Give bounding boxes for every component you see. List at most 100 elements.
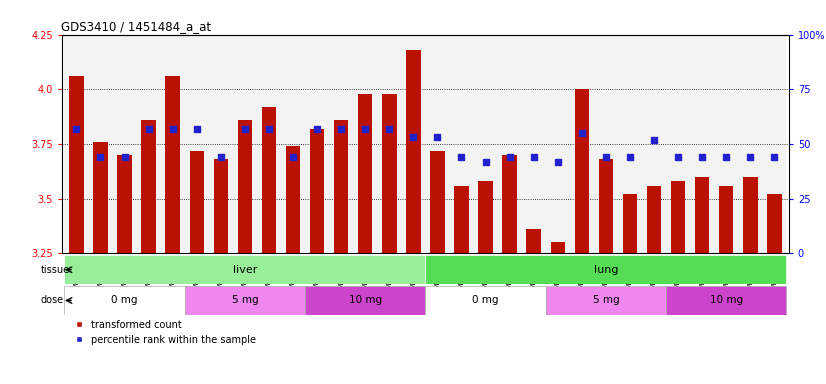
Text: GDS3410 / 1451484_a_at: GDS3410 / 1451484_a_at (61, 20, 211, 33)
Text: 5 mg: 5 mg (231, 295, 259, 306)
Bar (112, 35, 136, 253)
Bar (214, 159, 228, 253)
Point (358, 126, 372, 132)
Bar (666, 35, 691, 253)
Point (575, 130, 588, 136)
Bar (64, 255, 425, 284)
Bar (185, 286, 305, 315)
Bar (310, 129, 325, 253)
Bar (546, 35, 570, 253)
Bar (189, 151, 204, 253)
Bar (64, 286, 185, 315)
Legend: transformed count, percentile rank within the sample: transformed count, percentile rank withi… (75, 320, 255, 344)
Point (214, 154, 227, 160)
Bar (454, 185, 468, 253)
Bar (281, 35, 305, 253)
Bar (238, 120, 252, 253)
Point (479, 159, 492, 165)
Point (287, 154, 300, 160)
Point (648, 137, 661, 143)
Bar (497, 35, 522, 253)
Text: 5 mg: 5 mg (592, 295, 620, 306)
Bar (642, 35, 666, 253)
Bar (425, 35, 449, 253)
Text: lung: lung (594, 265, 618, 275)
Bar (286, 146, 300, 253)
Text: liver: liver (233, 265, 257, 275)
Point (503, 154, 516, 160)
Bar (69, 76, 83, 253)
Bar (185, 35, 209, 253)
Text: 10 mg: 10 mg (349, 295, 382, 306)
Bar (502, 155, 517, 253)
Text: 10 mg: 10 mg (710, 295, 743, 306)
Bar (473, 35, 497, 253)
Point (238, 126, 251, 132)
Bar (526, 229, 541, 253)
Bar (671, 181, 686, 253)
Bar (666, 286, 786, 315)
Bar (358, 94, 373, 253)
Point (551, 159, 564, 165)
Point (455, 154, 468, 160)
Bar (209, 35, 233, 253)
Bar (425, 255, 786, 284)
Bar (305, 286, 425, 315)
Point (431, 134, 444, 141)
Point (719, 154, 733, 160)
Bar (599, 159, 613, 253)
Bar (425, 286, 546, 315)
Bar (478, 181, 493, 253)
Text: dose: dose (40, 295, 64, 306)
Point (624, 154, 637, 160)
Bar (551, 243, 565, 253)
Point (69, 126, 83, 132)
Bar (449, 35, 473, 253)
Text: tissue: tissue (40, 265, 69, 275)
Bar (88, 35, 112, 253)
Point (527, 154, 540, 160)
Bar (401, 35, 425, 253)
Point (382, 126, 396, 132)
Text: 0 mg: 0 mg (112, 295, 138, 306)
Bar (767, 194, 781, 253)
Point (118, 154, 131, 160)
Bar (691, 35, 714, 253)
Bar (594, 35, 618, 253)
Point (263, 126, 276, 132)
Bar (738, 35, 762, 253)
Bar (618, 35, 642, 253)
Bar (382, 94, 396, 253)
Bar (546, 286, 666, 315)
Bar (262, 107, 276, 253)
Bar (714, 35, 738, 253)
Bar (257, 35, 281, 253)
Bar (354, 35, 377, 253)
Bar (522, 35, 546, 253)
Bar (647, 185, 662, 253)
Bar (117, 155, 132, 253)
Bar (160, 35, 185, 253)
Bar (430, 151, 444, 253)
Bar (93, 142, 107, 253)
Point (600, 154, 613, 160)
Bar (334, 120, 349, 253)
Bar (136, 35, 160, 253)
Bar (719, 185, 733, 253)
Point (768, 154, 781, 160)
Point (695, 154, 709, 160)
Bar (743, 177, 757, 253)
Point (190, 126, 203, 132)
Bar (377, 35, 401, 253)
Point (743, 154, 757, 160)
Bar (623, 194, 637, 253)
Text: 0 mg: 0 mg (472, 295, 499, 306)
Bar (233, 35, 257, 253)
Bar (329, 35, 354, 253)
Point (311, 126, 324, 132)
Bar (141, 120, 156, 253)
Bar (762, 35, 786, 253)
Bar (165, 76, 180, 253)
Bar (575, 89, 589, 253)
Point (142, 126, 155, 132)
